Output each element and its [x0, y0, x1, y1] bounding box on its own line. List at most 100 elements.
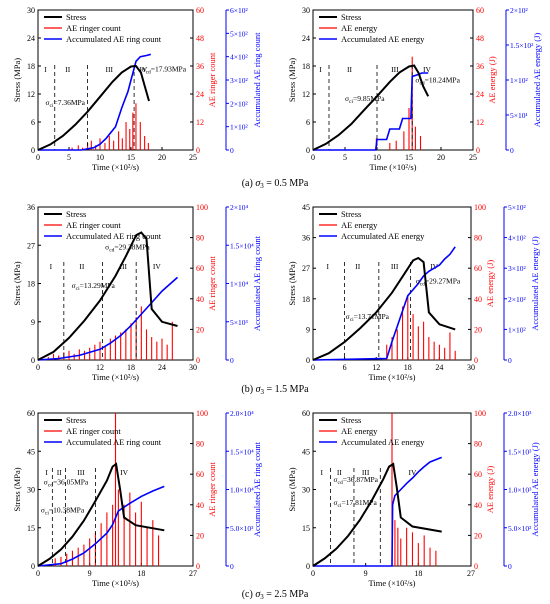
y-tick-label: 18: [27, 62, 35, 71]
plot-frame: [312, 9, 474, 151]
stage-label: I: [326, 262, 329, 271]
x-tick-label: 18: [414, 569, 422, 578]
y2-tick-label: 40: [196, 501, 204, 510]
y-axis-label: Stress (MPa): [12, 467, 22, 511]
x-tick-label: 30: [467, 363, 475, 372]
y3-tick-label: 2×10⁴: [230, 203, 248, 212]
x-tick-label: 27: [189, 569, 197, 578]
x-tick-label: 18: [137, 569, 145, 578]
x-tick-label: 18: [127, 363, 135, 372]
y3-tick-label: 1.5×10⁴: [230, 241, 254, 250]
legend-label: Accumulated AE ring count: [66, 34, 162, 44]
legend-label: Stress: [66, 415, 86, 425]
y3-tick-label: 2×10²: [508, 295, 526, 304]
y2-tick-label: 60: [474, 264, 482, 273]
y3-tick-label: 0: [230, 146, 234, 155]
y-tick-label: 9: [306, 325, 310, 334]
legend-label: Accumulated AE ring count: [66, 231, 162, 241]
annotation-label: σcd=29.38MPa: [105, 243, 150, 254]
y3-tick-label: 2×10²: [230, 99, 248, 108]
y3-tick-label: 5×10³: [230, 318, 248, 327]
stage-label: II: [65, 65, 70, 74]
x-tick-label: 0: [36, 363, 40, 372]
y2-tick-label: 60: [474, 470, 482, 479]
y-tick-label: 36: [302, 234, 310, 243]
y2-tick-label: 24: [476, 90, 484, 99]
y3-tick-label: 1.5×10⁴: [230, 447, 254, 456]
stage-label: II: [337, 468, 342, 477]
y2-tick-label: 80: [196, 234, 204, 243]
chart-panel-a-right: 0 5 10 15 20 25 Time (×10²/s) 0 6 12 18 24 30 Stress …: [287, 6, 542, 172]
stage-label: II: [57, 468, 62, 477]
y3-tick-label: 1.5×10²: [510, 41, 534, 50]
x-tick-label: 25: [469, 153, 477, 162]
legend-label: Accumulated AE energy: [341, 437, 425, 447]
x-axis-label: Time (×10²/s): [92, 372, 139, 382]
x-tick-label: 30: [189, 363, 197, 372]
y-tick-label: 30: [302, 6, 310, 15]
x-tick-label: 0: [311, 153, 315, 162]
y-axis-label: Stress (MPa): [287, 261, 297, 305]
y-tick-label: 24: [302, 34, 310, 43]
y2-tick-label: 60: [476, 6, 484, 15]
y-axis-label: Stress (MPa): [287, 467, 297, 511]
stage-label: I: [44, 65, 47, 74]
x-tick-label: 24: [435, 363, 443, 372]
y2-tick-label: 0: [474, 356, 478, 365]
y3-tick-label: 2.0×10⁴: [230, 409, 254, 418]
annotation-label: σcd=36.05MPa: [44, 477, 89, 488]
y3-tick-label: 6×10²: [230, 6, 248, 15]
y3-tick-label: 5×10²: [230, 29, 248, 38]
y2-tick-label: 12: [196, 118, 204, 127]
panel-caption: (b) σ3 = 1.5 MPa: [241, 384, 309, 396]
y2-tick-label: 12: [476, 118, 484, 127]
y-tick-label: 36: [27, 203, 35, 212]
y3-axis-label: Accumulated AE ring count: [252, 32, 262, 128]
y-tick-label: 12: [27, 90, 35, 99]
x-axis-label: Time (×10²/s): [370, 162, 417, 172]
legend-label: Stress: [341, 12, 361, 22]
y3-axis-label: Accumulated AE ring count: [252, 235, 262, 331]
x-tick-label: 0: [36, 569, 40, 578]
y2-tick-label: 20: [196, 531, 204, 540]
stage-label: IV: [120, 468, 128, 477]
y2-tick-label: 36: [476, 62, 484, 71]
panel-caption: (c) σ3 = 2.5 MPa: [242, 589, 309, 601]
y2-tick-label: 100: [474, 203, 486, 212]
x-tick-label: 12: [372, 363, 380, 372]
x-tick-label: 24: [158, 363, 166, 372]
legend-label: Stress: [66, 209, 86, 219]
x-tick-label: 5: [343, 153, 347, 162]
chart-panel-a-left: 0 5 10 15 20 25 Time (×10²/s) 0 6 12 18 24 30 Stress …: [12, 6, 262, 172]
legend-label: Accumulated AE energy: [341, 34, 425, 44]
y3-tick-label: 1.0×10⁴: [230, 486, 254, 495]
annotation-label: σci=17.81MPa: [333, 498, 377, 509]
x-axis-label: Time (×10²/s): [92, 578, 139, 588]
y3-tick-label: 0: [510, 146, 514, 155]
stress-series-line: [37, 231, 178, 361]
x-tick-label: 15: [405, 153, 413, 162]
y2-tick-label: 80: [196, 440, 204, 449]
stage-label: I: [321, 468, 324, 477]
y3-tick-label: 5×10²: [508, 203, 526, 212]
y2-axis-label: AE ringer count: [207, 461, 217, 516]
legend-label: Accumulated AE ring count: [66, 437, 162, 447]
x-tick-label: 12: [96, 363, 104, 372]
stage-label: III: [77, 468, 85, 477]
stage-label: I: [50, 262, 53, 271]
x-axis-label: Time (×10²/s): [369, 578, 416, 588]
y2-tick-label: 40: [474, 295, 482, 304]
y-tick-label: 6: [306, 118, 310, 127]
y-tick-label: 27: [302, 264, 310, 273]
stress-series-line: [312, 256, 456, 361]
y-tick-label: 6: [31, 118, 35, 127]
y2-tick-label: 0: [196, 562, 200, 571]
accumulated-series-line: [37, 485, 165, 567]
y-tick-label: 18: [302, 295, 310, 304]
stage-label: III: [106, 65, 114, 74]
y2-axis-label: AE energy (J): [487, 56, 497, 104]
chart-panel-b-left: 0 6 12 18 24 30 Time (×10²/s) 0 9 18 27 36 Stress (M…: [12, 203, 262, 382]
y-tick-label: 30: [27, 6, 35, 15]
stage-label: III: [391, 262, 399, 271]
